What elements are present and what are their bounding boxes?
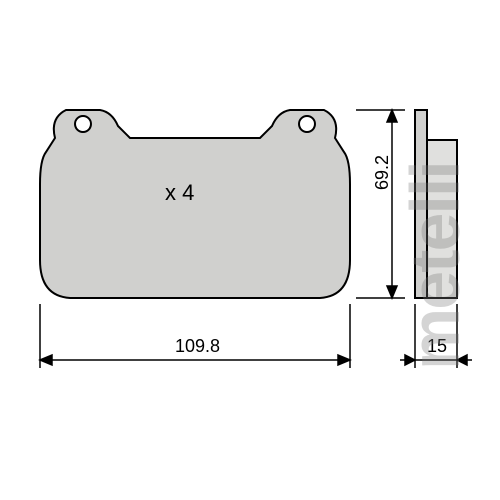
mount-hole-left bbox=[75, 116, 91, 132]
dim-width-value: 109.8 bbox=[175, 336, 220, 357]
side-friction bbox=[427, 140, 457, 298]
dim-thickness-value: 15 bbox=[427, 336, 447, 357]
dim-height bbox=[356, 110, 405, 298]
side-backplate bbox=[415, 110, 427, 298]
diagram-canvas: x 4 109.8 15 69.2 metelli bbox=[0, 0, 500, 500]
mount-hole-right bbox=[299, 116, 315, 132]
dim-height-value: 69.2 bbox=[372, 155, 393, 190]
front-view-svg bbox=[0, 0, 500, 500]
quantity-label: x 4 bbox=[165, 180, 194, 206]
pad-outline bbox=[40, 110, 350, 298]
